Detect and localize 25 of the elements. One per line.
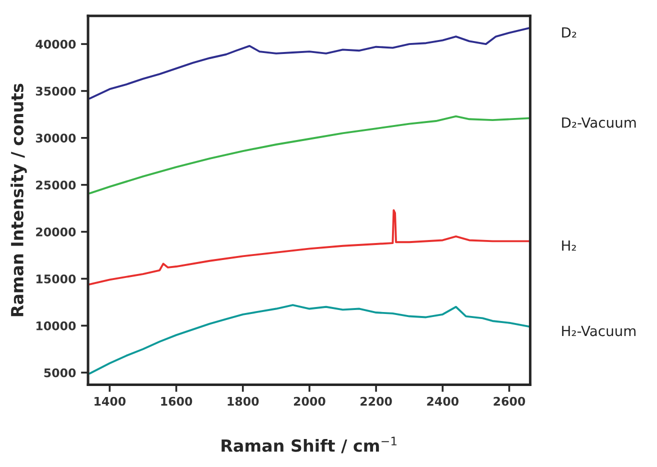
x-tick-label: 2200 [360,396,392,406]
text: H₂ [562,240,576,251]
x-tick-label: 2600 [494,396,526,406]
y-tick-label: 20000 [36,228,76,236]
x-tick-label: 1800 [228,396,259,406]
text: H₂-Vacuum [562,326,636,336]
x-tick-label: 2400 [427,396,458,406]
y-tick-label: 35000 [36,86,76,96]
y-tick-label: 30000 [36,134,76,143]
y-tick-label: 15000 [36,274,76,284]
line-series [88,304,530,375]
line-series [88,209,530,286]
x-tick-label: 2000 [294,396,326,406]
text: D₂ [562,27,576,38]
x-axis-title: Raman Shift / cm$^{−1}$ [222,436,396,454]
line-series [88,115,530,194]
y-tick-label: 40000 [36,40,76,49]
y-tick-label: 10000 [36,321,76,330]
x-tick-label: 1400 [94,396,126,406]
line-series [88,27,530,100]
y-tick-label: 5000 [44,368,76,378]
y-axis-title: Raman Intensity / conuts [10,84,27,316]
y-tick-label: 25000 [36,180,76,190]
text: D₂-Vacuum [562,117,636,128]
x-tick-label: 1600 [161,396,192,406]
